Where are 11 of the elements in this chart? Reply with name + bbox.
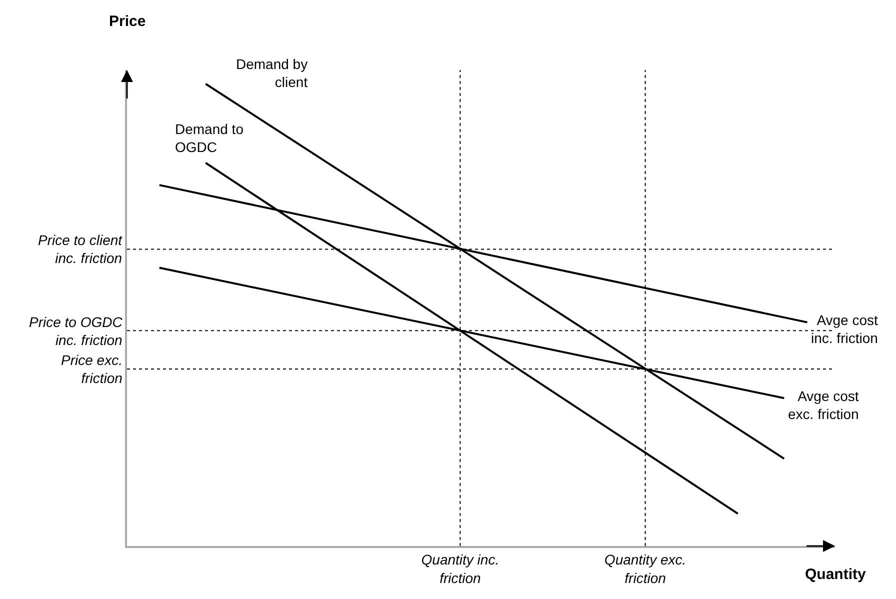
ref-line-label: Price to OGDC inc. friction: [29, 314, 124, 348]
x-tick-label: Quantity exc. friction: [604, 552, 686, 586]
x-tick-label: Quantity inc. friction: [421, 552, 500, 586]
y-axis-title: Price: [109, 13, 146, 30]
series-label: Avge cost inc. friction: [811, 312, 878, 346]
x-axis-title: Quantity: [805, 566, 866, 583]
ref-line-label: Price to client inc. friction: [38, 232, 124, 266]
ref-line-label: Price exc. friction: [61, 352, 123, 386]
series-label: Demand by client: [236, 56, 308, 90]
series-label: Avge cost exc. friction: [788, 388, 859, 422]
series-label: Demand to OGDC: [175, 121, 244, 156]
